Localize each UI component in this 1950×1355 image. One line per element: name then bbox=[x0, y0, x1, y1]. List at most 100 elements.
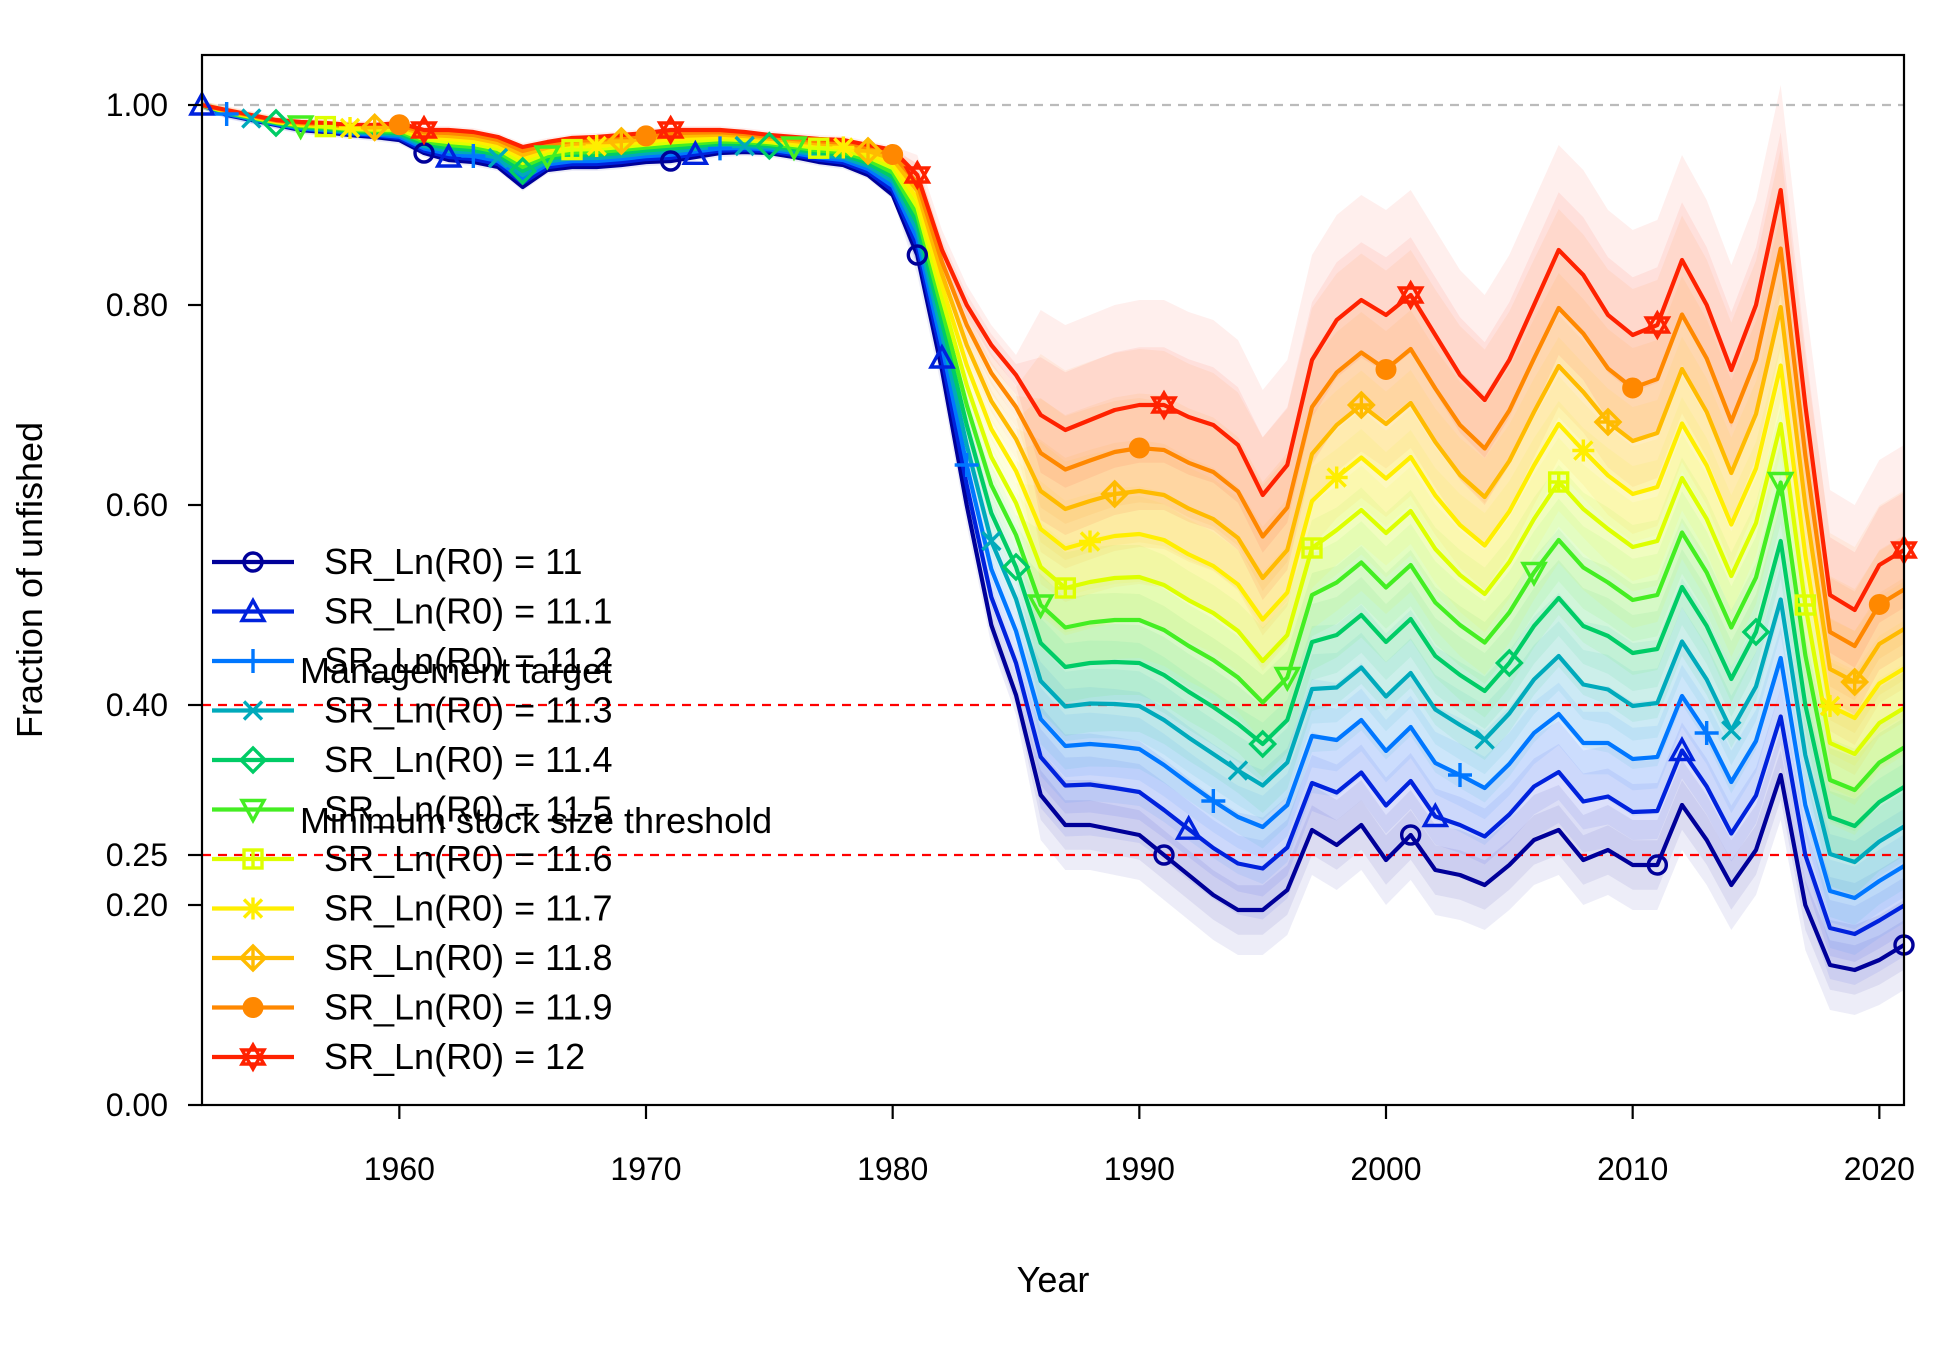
marker-9-1990 bbox=[1128, 437, 1150, 459]
series-line-2 bbox=[202, 103, 1904, 901]
legend-marker-1 bbox=[239, 596, 267, 623]
legend-label-0: SR_Ln(R0) = 11 bbox=[324, 541, 582, 582]
marker-7-1988 bbox=[1079, 530, 1101, 553]
marker-6-1967 bbox=[561, 138, 583, 161]
series-line-8 bbox=[202, 102, 1904, 685]
marker-7-1958 bbox=[339, 117, 361, 139]
marker-6-1977 bbox=[807, 137, 830, 159]
legend-marker-6 bbox=[242, 848, 264, 870]
marker-7-2018 bbox=[1819, 695, 1841, 717]
reference-label-1: Management target bbox=[300, 650, 612, 691]
series-lines bbox=[202, 102, 1904, 973]
marker-5-1976 bbox=[780, 136, 808, 162]
band-0-0 bbox=[202, 101, 1904, 1015]
marker-8-1969 bbox=[606, 126, 636, 156]
marker-2-1973 bbox=[708, 136, 732, 161]
series-line-10 bbox=[202, 102, 1904, 613]
marker-8-1999 bbox=[1346, 390, 1376, 420]
marker-2-1993 bbox=[1201, 789, 1226, 813]
marker-9-2020 bbox=[1868, 594, 1890, 615]
marker-8-2019 bbox=[1840, 667, 1870, 697]
marker-5-2006 bbox=[1520, 561, 1548, 588]
marker-0-2011 bbox=[1646, 854, 1669, 876]
band-10-0 bbox=[202, 85, 1904, 715]
marker-3-2004 bbox=[1474, 729, 1495, 750]
marker-10-1981 bbox=[903, 159, 932, 191]
legend-marker-5 bbox=[239, 798, 267, 825]
y-axis-label: Fraction of unfished bbox=[9, 422, 50, 738]
legend-label-7: SR_Ln(R0) = 11.7 bbox=[324, 888, 613, 929]
marker-6-2017 bbox=[1794, 594, 1817, 616]
band-4-0 bbox=[202, 101, 1904, 895]
x-tick-label-1980: 1980 bbox=[857, 1151, 928, 1187]
marker-6-1987 bbox=[1054, 577, 1077, 599]
marker-2-1963 bbox=[461, 144, 486, 168]
legend-marker-0 bbox=[242, 551, 264, 573]
band-7-1 bbox=[202, 102, 1904, 766]
marker-4-1955 bbox=[261, 108, 291, 138]
x-tick-label-1970: 1970 bbox=[610, 1151, 681, 1187]
marker-3-1954 bbox=[241, 108, 262, 129]
band-3-0 bbox=[202, 101, 1904, 925]
legend-label-10: SR_Ln(R0) = 12 bbox=[324, 1036, 585, 1077]
legend-label-2: SR_Ln(R0) = 11.2 bbox=[324, 640, 613, 681]
reference-lines bbox=[202, 103, 1904, 857]
series-line-1 bbox=[202, 103, 1904, 937]
marker-5-1956 bbox=[286, 115, 315, 141]
marker-2-2013 bbox=[1694, 721, 1719, 745]
legend: SR_Ln(R0) = 11 SR_Ln(R0) = 11.1 SR_Ln(R0) … bbox=[212, 541, 772, 1077]
band-2-0 bbox=[202, 101, 1904, 955]
marker-10-1991 bbox=[1150, 389, 1178, 421]
legend-marker-7 bbox=[242, 897, 264, 920]
band-5-1 bbox=[202, 102, 1904, 832]
legend-label-4: SR_Ln(R0) = 11.4 bbox=[324, 739, 613, 780]
y-tick-label-3: 0.40 bbox=[106, 687, 168, 723]
marker-7-1968 bbox=[585, 135, 608, 157]
band-6-0 bbox=[202, 101, 1904, 835]
marker-9-1960 bbox=[388, 114, 410, 136]
x-tick-label-2020: 2020 bbox=[1844, 1151, 1915, 1187]
marker-4-2015 bbox=[1741, 617, 1771, 647]
marker-4-1975 bbox=[754, 131, 784, 161]
band-1-1 bbox=[202, 102, 1904, 963]
y-tick-label-1: 0.20 bbox=[106, 887, 168, 923]
band-7-0 bbox=[202, 101, 1904, 805]
series-markers bbox=[188, 90, 1918, 956]
marker-9-1980 bbox=[882, 144, 904, 165]
marker-4-1965 bbox=[508, 156, 538, 186]
legend-marker-10 bbox=[239, 1041, 267, 1073]
marker-1-1992 bbox=[1174, 814, 1203, 840]
marker-9-1970 bbox=[635, 125, 657, 147]
marker-4-1995 bbox=[1248, 729, 1278, 759]
reference-label-2: Minimum stock size threshold bbox=[300, 800, 772, 841]
band-8-1 bbox=[202, 102, 1904, 734]
legend-marker-9 bbox=[242, 997, 264, 1018]
marker-3-1974 bbox=[734, 135, 755, 157]
marker-0-1981 bbox=[906, 244, 929, 266]
marker-3-2014 bbox=[1721, 720, 1742, 741]
marker-7-1978 bbox=[832, 136, 855, 159]
band-6-1 bbox=[202, 102, 1904, 799]
marker-8-2009 bbox=[1593, 407, 1623, 437]
marker-5-1966 bbox=[533, 145, 562, 171]
y-tick-label-2: 0.25 bbox=[106, 837, 168, 873]
marker-2-2003 bbox=[1448, 763, 1472, 787]
series-line-6 bbox=[202, 102, 1904, 757]
marker-10-1961 bbox=[410, 114, 438, 146]
marker-3-1994 bbox=[1227, 760, 1249, 781]
band-8-0 bbox=[202, 101, 1904, 775]
marker-3-1984 bbox=[981, 530, 1002, 552]
marker-9-2000 bbox=[1375, 359, 1397, 380]
legend-marker-2 bbox=[241, 649, 265, 673]
x-tick-label-2010: 2010 bbox=[1597, 1151, 1668, 1187]
legend-label-3: SR_Ln(R0) = 11.3 bbox=[324, 690, 613, 731]
marker-1-1982 bbox=[928, 343, 956, 369]
marker-6-2007 bbox=[1547, 471, 1570, 493]
marker-5-1986 bbox=[1026, 594, 1055, 620]
series-line-0 bbox=[202, 103, 1904, 973]
legend-label-6: SR_Ln(R0) = 11.6 bbox=[324, 838, 613, 879]
marker-6-1997 bbox=[1301, 537, 1323, 559]
marker-8-1989 bbox=[1100, 479, 1130, 509]
marker-1-2012 bbox=[1668, 735, 1696, 762]
